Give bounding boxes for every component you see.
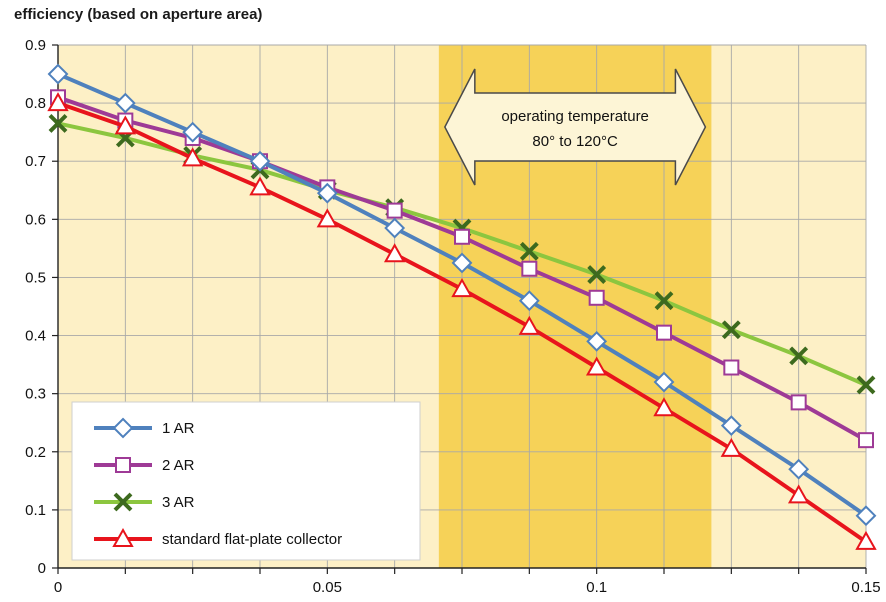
data-point: [720, 415, 742, 437]
legend-item: 3 AR: [94, 492, 195, 512]
data-point: [790, 394, 807, 411]
data-point: [653, 397, 675, 417]
data-point: [586, 330, 608, 352]
legend-item: 2 AR: [94, 457, 195, 474]
data-point: [787, 484, 810, 504]
y-tick-label: 0.9: [25, 37, 46, 54]
data-point: [386, 202, 403, 219]
x-marker-stroke: [48, 114, 68, 133]
legend-swatch-marker: [115, 457, 131, 473]
legend-label: standard flat-plate collector: [162, 531, 342, 548]
data-point: [316, 208, 339, 228]
x-marker-stroke: [856, 375, 876, 395]
series-1-ar: [47, 63, 877, 527]
data-point: [789, 346, 809, 366]
data-point: [585, 356, 608, 376]
y-tick-label: 0.7: [25, 153, 46, 170]
data-point: [454, 228, 470, 245]
legend-label: 3 AR: [162, 494, 195, 511]
legend-swatch-marker: [112, 417, 134, 439]
x-marker-stroke: [789, 346, 809, 366]
data-point: [383, 243, 406, 263]
y-tick-label: 0.8: [25, 95, 46, 112]
data-point: [653, 371, 675, 393]
y-tick-label: 0.1: [25, 502, 46, 519]
x-marker-stroke: [113, 492, 133, 512]
data-point: [518, 290, 540, 312]
data-point: [114, 115, 137, 135]
data-point: [47, 92, 69, 112]
legend: 1 AR 2 AR 3 AR standard flat-plate collecto…: [71, 401, 421, 561]
y-tick-label: 0.5: [25, 269, 46, 286]
data-point: [587, 265, 607, 284]
data-point: [518, 315, 541, 335]
axes-layer: 0 0.1 0.2 0.3 0.4 0.5 0.6 0.7 0.8 0.9 0 0.05 0.1 0.15: [25, 37, 880, 596]
callout-label-line: 80° to 120°C: [532, 133, 618, 150]
data-point: [588, 289, 605, 306]
legend-item: 1 AR: [94, 417, 195, 439]
x-tick-label: 0.15: [851, 579, 880, 596]
data-point: [656, 324, 672, 341]
data-point: [654, 291, 674, 311]
x-marker-stroke: [654, 291, 674, 311]
data-point: [451, 278, 473, 298]
legend-swatch-marker: [113, 492, 133, 512]
data-point: [521, 260, 538, 277]
x-marker-stroke: [519, 241, 539, 261]
series-layer: [47, 63, 877, 550]
callout-label-line: operating temperature: [501, 108, 649, 125]
data-point: [788, 458, 810, 480]
x-tick-label: 0: [54, 579, 62, 596]
data-point: [720, 437, 743, 457]
data-point: [855, 530, 877, 550]
y-tick-label: 0: [38, 560, 46, 577]
data-point: [384, 217, 406, 239]
x-tick-label: 0.05: [313, 579, 342, 596]
y-tick-label: 0.2: [25, 444, 46, 461]
data-point: [182, 121, 204, 143]
x-marker-stroke: [587, 265, 607, 284]
data-point: [451, 252, 473, 274]
data-point: [249, 176, 271, 196]
x-marker-stroke: [721, 320, 741, 340]
data-point: [856, 375, 876, 395]
data-point: [48, 114, 68, 133]
legend-item: standard flat-plate collector: [94, 527, 342, 548]
legend-swatch-marker: [112, 527, 134, 547]
data-point: [316, 182, 338, 204]
data-point: [858, 432, 874, 449]
y-tick-label: 0.3: [25, 386, 46, 403]
data-point: [723, 359, 740, 376]
data-point: [47, 63, 69, 85]
data-point: [721, 320, 741, 340]
y-tick-label: 0.6: [25, 211, 46, 228]
double-arrow-shape: [443, 68, 707, 186]
series-standard-flat-plate-collector: [47, 92, 877, 550]
data-point: [855, 505, 877, 527]
operating-temperature-callout: operating temperature 80° to 120°C: [443, 68, 707, 186]
legend-label: 1 AR: [162, 420, 195, 437]
legend-label: 2 AR: [162, 457, 195, 474]
x-tick-label: 0.1: [586, 579, 607, 596]
chart-title: efficiency (based on aperture area): [14, 6, 263, 23]
data-point: [181, 147, 204, 167]
data-point: [519, 241, 539, 261]
data-point: [114, 92, 136, 114]
y-tick-label: 0.4: [25, 328, 46, 345]
data-point: [249, 150, 271, 172]
